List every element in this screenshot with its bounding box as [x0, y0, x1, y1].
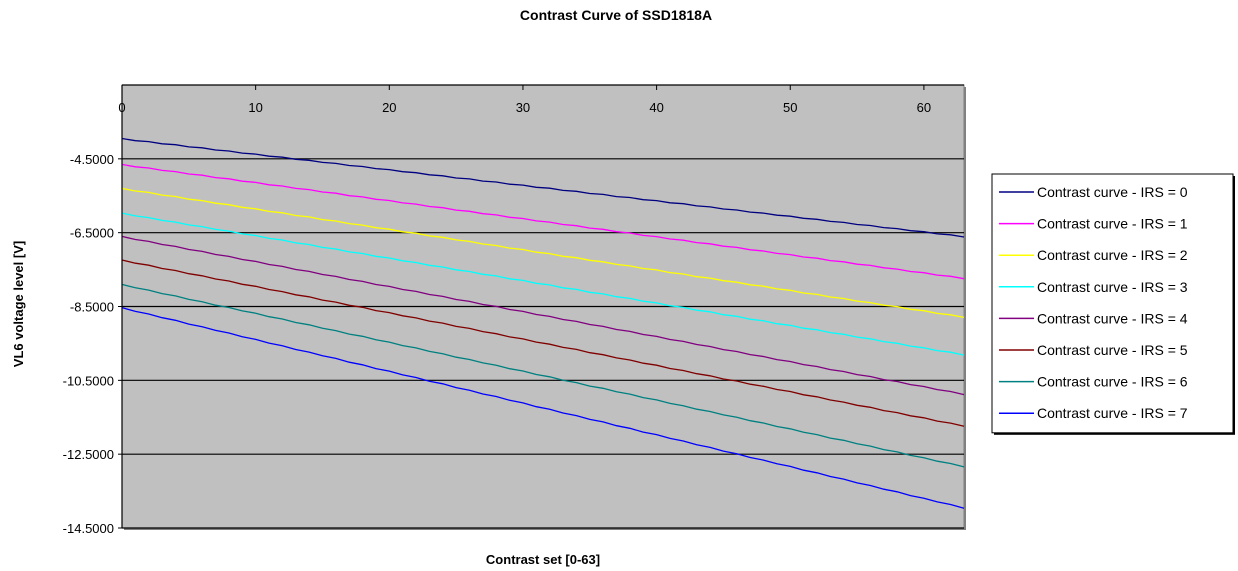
series-line-irs-1: [121, 163, 965, 280]
legend-label-irs-0: Contrast curve - IRS = 0: [1037, 184, 1188, 200]
chart-title: Contrast Curve of SSD1818A: [520, 7, 712, 23]
legend-label-irs-6: Contrast curve - IRS = 6: [1037, 374, 1188, 390]
x-tick-label: 30: [516, 100, 530, 115]
legend-box: [991, 173, 1234, 434]
series-line-irs-4: [121, 235, 965, 396]
y-tick-label: -8.5000: [70, 300, 114, 315]
x-tick-label: 20: [382, 100, 396, 115]
x-axis-title: Contrast set [0-63]: [486, 552, 600, 567]
legend-label-irs-1: Contrast curve - IRS = 1: [1037, 216, 1188, 232]
series-line-irs-0: [121, 137, 965, 238]
series-line-irs-7: [121, 306, 965, 509]
y-tick-label: -10.5000: [63, 373, 114, 388]
plot-area-group: -4.5000 -6.5000 -8.5000 -10.5000 -12.5000 -14…: [63, 84, 966, 536]
legend-label-irs-2: Contrast curve - IRS = 2: [1037, 247, 1188, 263]
series-line-irs-2: [121, 187, 965, 319]
y-tick-label: -4.5000: [70, 152, 114, 167]
y-tick-label: -6.5000: [70, 226, 114, 241]
x-tick-label: 0: [118, 100, 125, 115]
x-tick-label: 10: [248, 100, 262, 115]
legend: Contrast curve - IRS = 0 Contrast curve -…: [991, 173, 1235, 435]
x-tick-label: 40: [649, 100, 663, 115]
y-tick-label: -12.5000: [63, 447, 114, 462]
legend-label-irs-3: Contrast curve - IRS = 3: [1037, 279, 1188, 295]
series-line-irs-6: [121, 283, 965, 468]
legend-label-irs-4: Contrast curve - IRS = 4: [1037, 310, 1188, 326]
x-tick-label: 50: [783, 100, 797, 115]
y-tick-label: -14.5000: [63, 521, 114, 536]
legend-label-irs-7: Contrast curve - IRS = 7: [1037, 405, 1188, 421]
y-axis-title: VL6 voltage level [V]: [11, 241, 26, 367]
legend-label-irs-5: Contrast curve - IRS = 5: [1037, 342, 1188, 358]
series-line-irs-3: [121, 212, 965, 356]
series-line-irs-5: [121, 259, 965, 427]
x-tick-label: 60: [917, 100, 931, 115]
